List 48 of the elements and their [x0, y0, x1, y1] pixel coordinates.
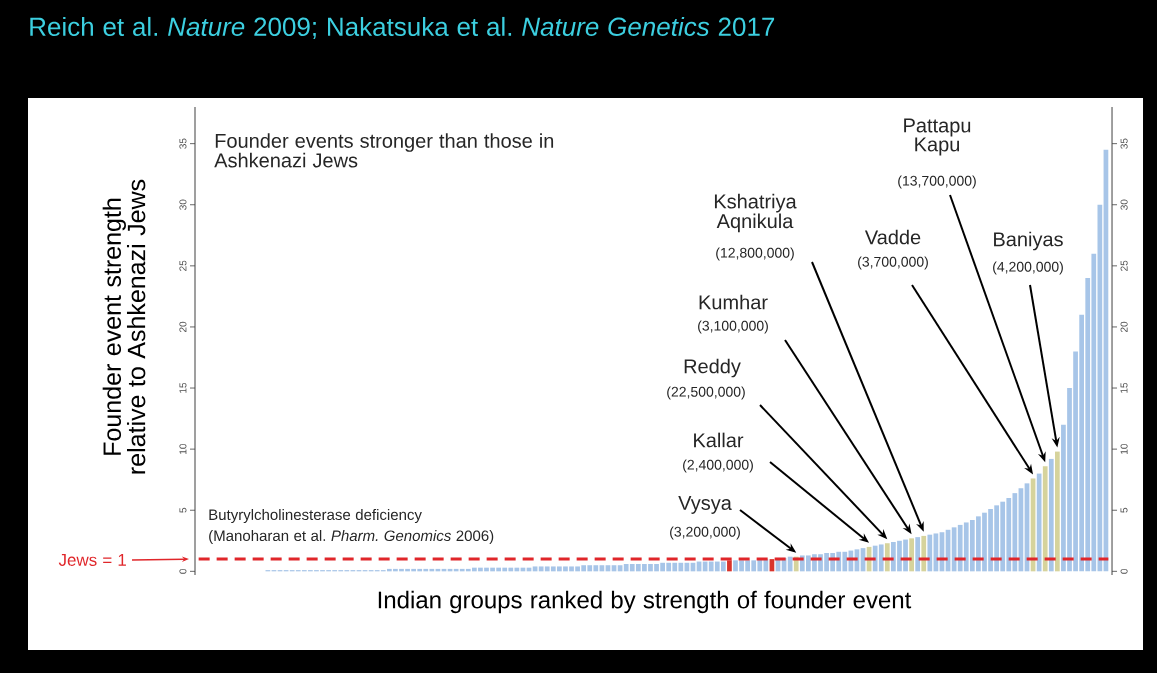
annotation: (4,200,000) — [993, 261, 1063, 275]
annotation: Pattapu Kapu — [904, 118, 971, 156]
annotation: Founder events stronger than those in Ashkenazi Jews — [214, 133, 554, 168]
chart-title: Reich et al. Nature 2009; Nakatsuka et al. Nature Genetics 2017 — [30, 16, 775, 40]
y-axis-title: Founder event strength relative to Ashkenazi Jews — [102, 179, 146, 474]
bar — [787, 556, 793, 572]
bar — [1042, 466, 1048, 572]
y2-tick-label: 15 — [1120, 382, 1128, 393]
y-tick-label: 30 — [179, 199, 187, 210]
bar — [927, 534, 933, 572]
annotation: Baniyas — [994, 231, 1063, 251]
y2-tick-label: 5 — [1120, 507, 1128, 513]
y2-tick-label: 20 — [1120, 321, 1128, 332]
annotation: Reddy — [684, 358, 741, 378]
annotation: Vysya — [678, 496, 732, 514]
y2-tick-label: 35 — [1120, 138, 1128, 149]
bar — [727, 560, 732, 572]
y2-tick-label: 25 — [1120, 260, 1128, 271]
annotation: (13,700,000) — [898, 175, 976, 189]
x-axis-title: Indian groups ranked by strength of founder event — [378, 590, 912, 614]
annotation: (3,100,000) — [698, 320, 768, 334]
ref-line-label: Jews = 1 — [58, 554, 126, 566]
bar — [915, 537, 921, 572]
bar — [1054, 451, 1060, 572]
bar — [909, 538, 914, 572]
y-tick-label: 5 — [179, 507, 187, 513]
annotation: Vadde — [864, 229, 921, 245]
bar — [1048, 458, 1054, 572]
annotation: (3,200,000) — [670, 526, 740, 540]
annotation: (2,400,000) — [683, 459, 753, 473]
y-tick-label: 15 — [179, 382, 187, 393]
annotation: (Manoharan et al. Pharm. Genomics 2006) — [209, 530, 494, 544]
annotation: Butyrylcholinesterase deficiency — [209, 509, 422, 523]
annotation: (12,800,000) — [716, 247, 794, 261]
bar — [1036, 473, 1042, 572]
y2-tick-label: 30 — [1120, 199, 1128, 210]
annotation: (3,700,000) — [858, 256, 928, 270]
annotation: Kallar — [694, 432, 744, 448]
annotation: Kumhar — [699, 294, 768, 310]
y-tick-label: 25 — [179, 260, 187, 271]
y2-tick-label: 0 — [1120, 568, 1128, 574]
y-tick-label: 10 — [179, 443, 187, 454]
y-tick-label: 0 — [179, 568, 187, 574]
y-tick-label: 35 — [179, 138, 187, 149]
y-tick-label: 20 — [179, 321, 187, 332]
y2-tick-label: 10 — [1120, 443, 1128, 454]
annotation: Kshatriya Aqnikula — [714, 193, 797, 233]
annotation: (22,500,000) — [667, 386, 745, 400]
